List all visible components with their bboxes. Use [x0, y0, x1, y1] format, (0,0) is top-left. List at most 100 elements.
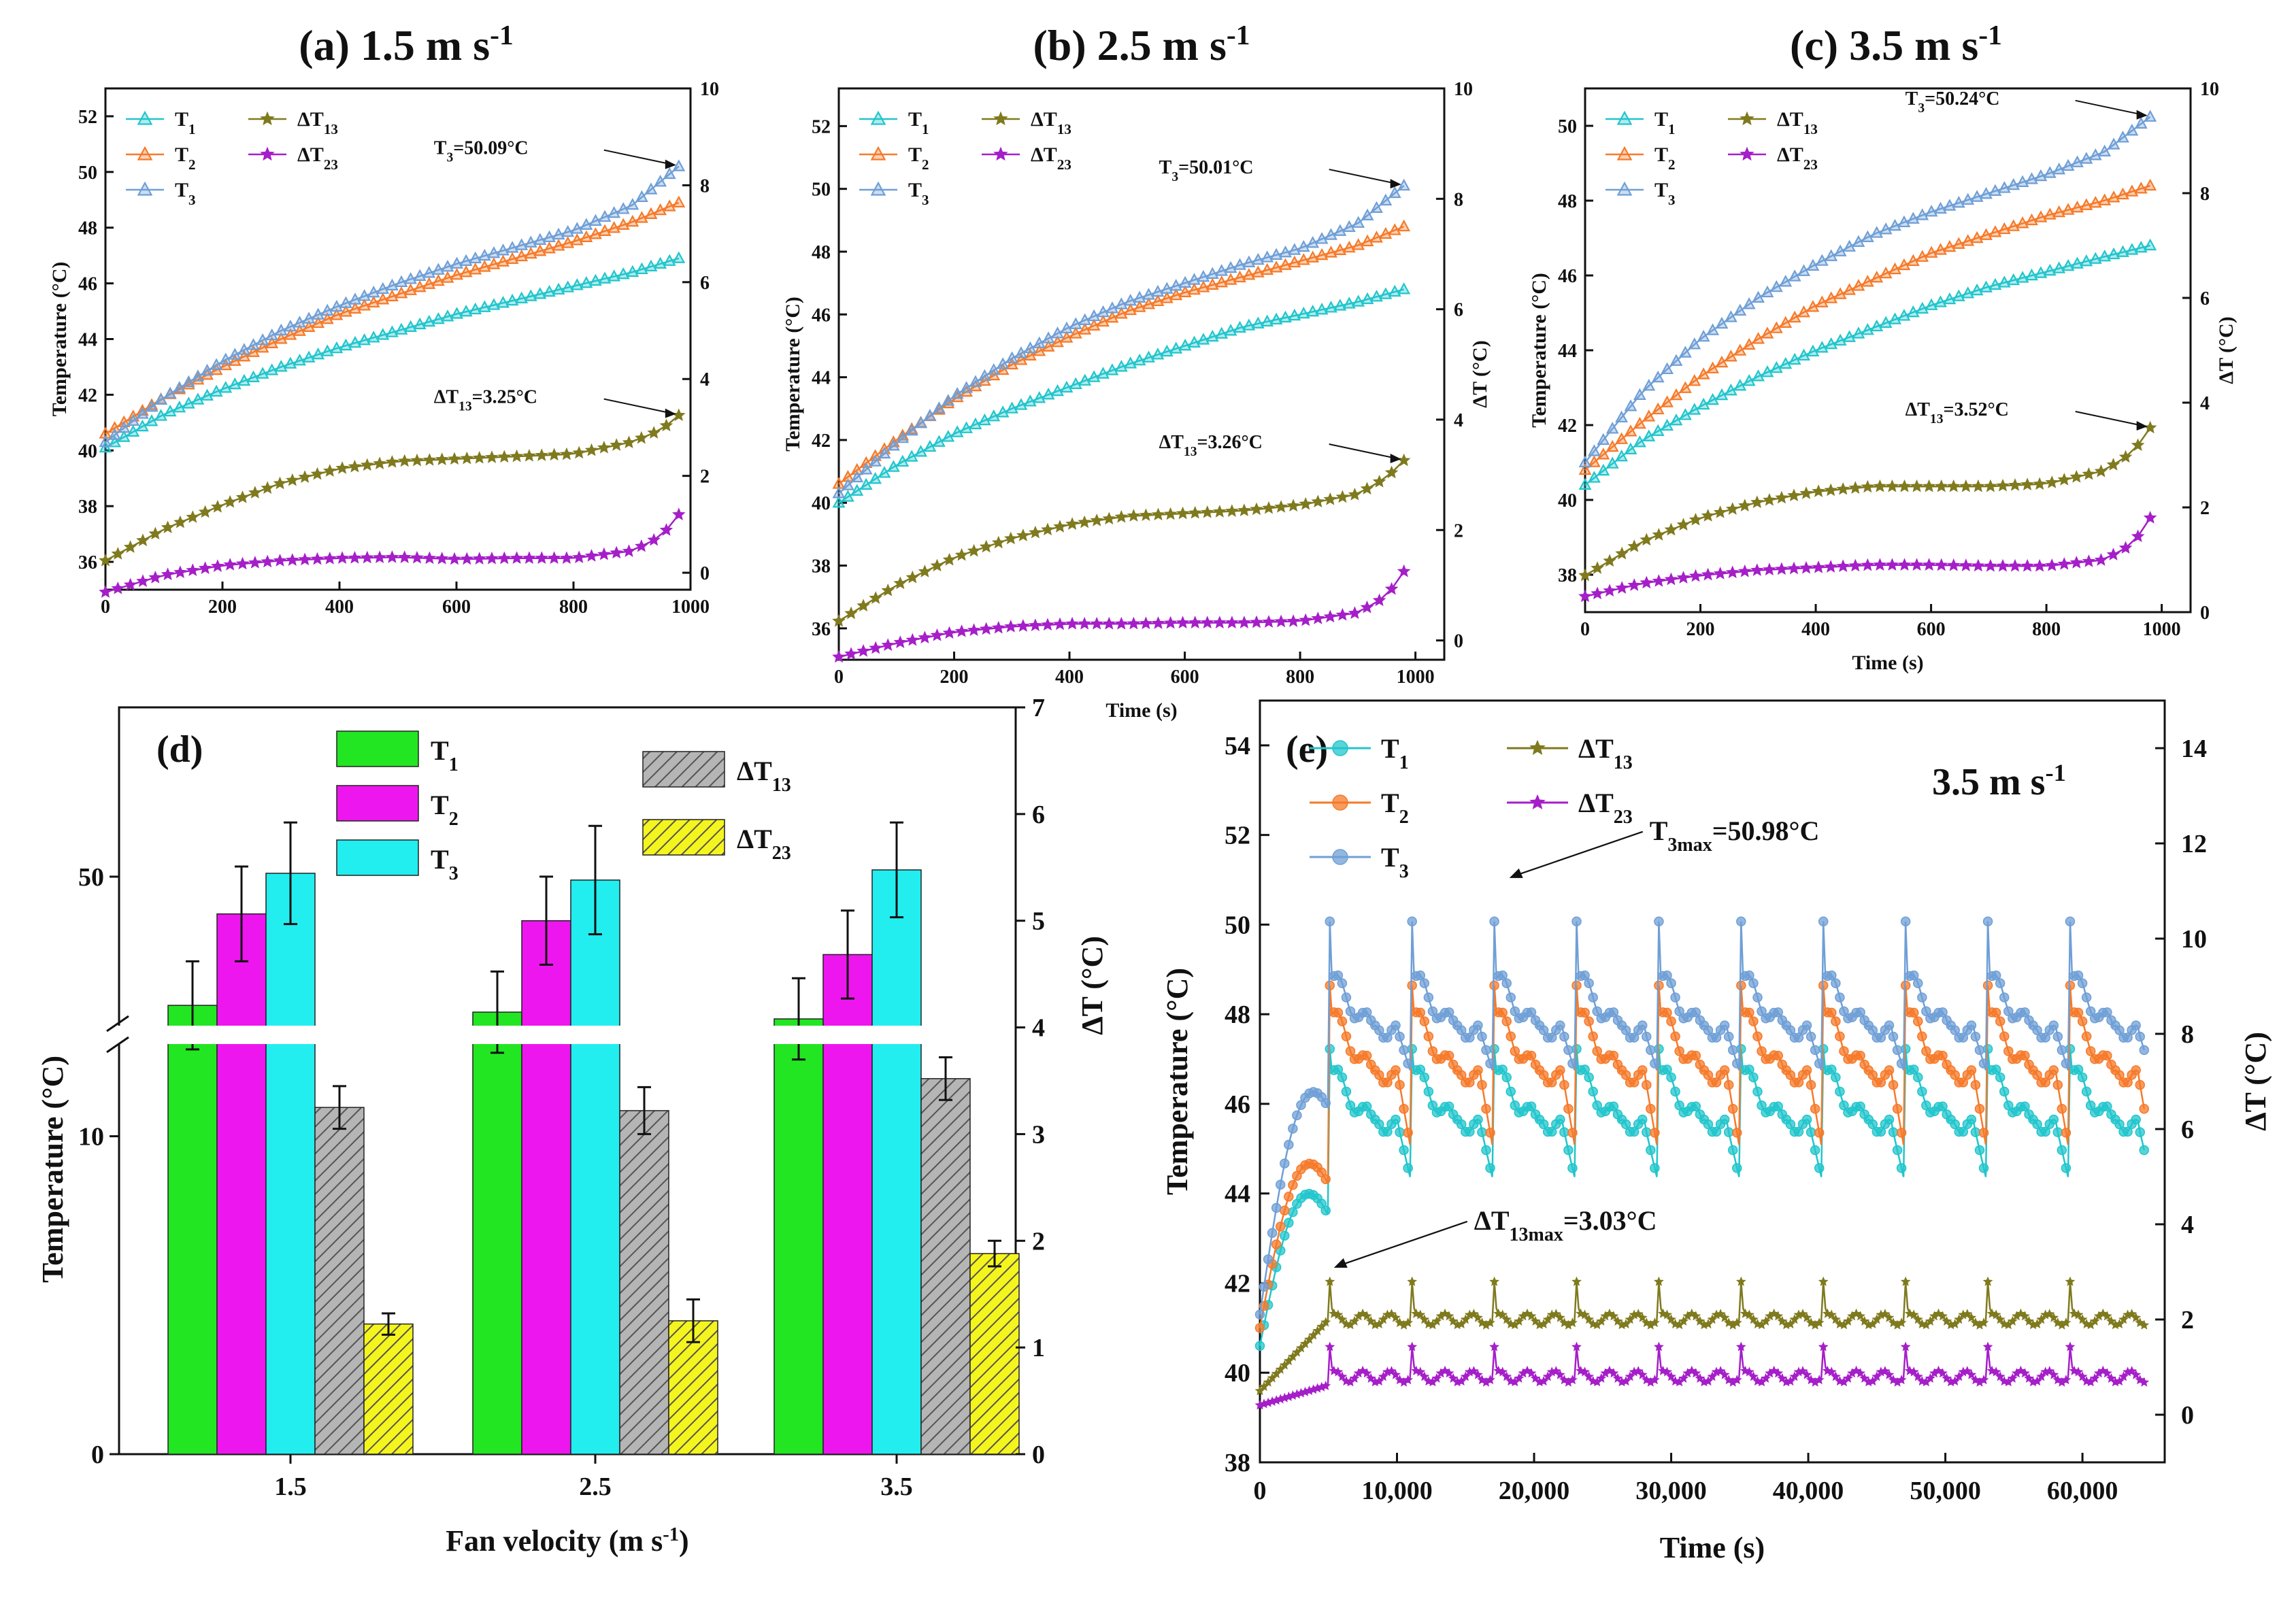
- data-point-a: [608, 269, 621, 282]
- data-point-b: [1053, 617, 1067, 631]
- data-point-e: [1320, 1098, 1331, 1109]
- panels: (a) 1.5 m s-10 200 400 600 800 10003638404244…: [36, 19, 2272, 1564]
- data-point-c: [1797, 305, 1810, 318]
- data-point-a: [413, 280, 427, 292]
- data-point-e: [1510, 1046, 1520, 1056]
- data-point-e: [1785, 1376, 1796, 1386]
- y-tick-label-e: 52: [1225, 822, 1250, 850]
- data-point-c: [1578, 477, 1592, 490]
- data-point-e: [1773, 1007, 1783, 1018]
- legend-marker-b: [993, 146, 1008, 161]
- data-point-b: [1142, 297, 1155, 309]
- data-point-e: [1650, 1058, 1660, 1069]
- data-point-b: [1169, 341, 1183, 354]
- data-point-e: [2020, 1050, 2030, 1061]
- data-point-e: [1382, 1032, 1393, 1043]
- data-point-c: [1669, 388, 1683, 401]
- data-point-b: [1286, 614, 1300, 627]
- data-point-e: [1271, 1203, 1282, 1213]
- data-point-a: [385, 289, 399, 301]
- data-point-b: [1311, 494, 1325, 508]
- data-point-e: [1320, 1317, 1331, 1327]
- data-point-b: [1133, 290, 1146, 303]
- data-point-b: [1250, 615, 1263, 628]
- data-point-b: [1233, 270, 1246, 283]
- data-point-a: [348, 550, 362, 564]
- data-point-e: [1827, 1064, 1837, 1075]
- data-point-b: [930, 628, 944, 641]
- data-point-b: [950, 386, 964, 399]
- data-point-e: [1982, 980, 1993, 991]
- data-point-c: [2016, 216, 2029, 229]
- data-point-b: [1163, 616, 1178, 629]
- annotation-arrow-b: [1329, 169, 1400, 186]
- legend-label-a: ΔT23: [297, 144, 338, 173]
- data-point-e: [1801, 1020, 1812, 1030]
- data-point-a: [441, 259, 454, 272]
- data-point-e: [1497, 1007, 1508, 1018]
- data-point-e: [1554, 1312, 1565, 1322]
- data-point-b: [1178, 285, 1192, 297]
- data-point-e: [1662, 970, 1672, 981]
- data-point-c: [1615, 432, 1629, 444]
- annotation-arrow-a: [603, 398, 676, 415]
- data-point-c: [1952, 237, 1965, 249]
- data-point-b: [996, 363, 1010, 375]
- data-point-e: [2114, 1375, 2125, 1386]
- data-point-e: [1843, 1373, 1853, 1383]
- data-point-c: [2016, 271, 2029, 283]
- data-point-e: [1320, 1380, 1331, 1391]
- data-point-c: [1763, 562, 1776, 575]
- data-point-b: [1051, 384, 1064, 397]
- data-point-b: [1087, 309, 1101, 322]
- data-point-b: [979, 622, 993, 635]
- data-point-a: [247, 345, 260, 357]
- y2-tick-label-a: 4: [700, 369, 710, 390]
- data-point-b: [1188, 616, 1202, 628]
- data-point-a: [659, 418, 673, 432]
- data-point-c: [1725, 565, 1740, 579]
- data-point-a: [330, 308, 344, 320]
- data-point-e: [1900, 1276, 1911, 1286]
- data-point-a: [123, 540, 137, 553]
- data-point-e: [2048, 1020, 2059, 1030]
- data-point-c: [1697, 397, 1710, 410]
- data-point-b: [1335, 490, 1350, 503]
- data-point-c: [1724, 310, 1737, 322]
- data-point-b: [1188, 505, 1202, 519]
- data-point-b: [850, 463, 864, 475]
- data-point-c: [1952, 289, 1965, 301]
- data-point-c: [1922, 558, 1936, 571]
- data-point-c: [2033, 477, 2046, 490]
- data-point-c: [1733, 303, 1747, 316]
- data-point-c: [1787, 561, 1801, 575]
- data-point-a: [572, 550, 586, 564]
- data-point-b: [1323, 609, 1337, 623]
- data-point-e: [1477, 1031, 1487, 1042]
- data-point-a: [547, 448, 561, 461]
- data-point-b: [1279, 310, 1292, 323]
- data-point-e: [1526, 1368, 1537, 1378]
- data-point-b: [1279, 258, 1292, 270]
- data-point-a: [385, 550, 399, 563]
- data-point-e: [1917, 1086, 1927, 1097]
- data-point-e: [1267, 1228, 1278, 1238]
- legend-label-a: T3: [175, 179, 196, 208]
- data-point-e: [2061, 1128, 2072, 1138]
- data-point-c: [1603, 584, 1616, 597]
- data-point-a: [145, 399, 159, 412]
- data-point-b: [1090, 616, 1104, 630]
- data-point-b: [1033, 391, 1046, 403]
- data-point-e: [1608, 1311, 1619, 1321]
- data-point-e: [1567, 1163, 1578, 1173]
- data-point-c: [2106, 458, 2120, 471]
- data-point-c: [2107, 247, 2120, 260]
- data-point-a: [570, 278, 584, 290]
- data-point-a: [348, 335, 362, 348]
- y-tick-label-e: 46: [1225, 1090, 1250, 1119]
- data-point-b: [1352, 238, 1365, 250]
- data-point-e: [2077, 1371, 2088, 1381]
- data-point-b: [1297, 239, 1310, 252]
- x-tick-label-d: 2.5: [579, 1473, 612, 1501]
- data-point-c: [1815, 295, 1829, 307]
